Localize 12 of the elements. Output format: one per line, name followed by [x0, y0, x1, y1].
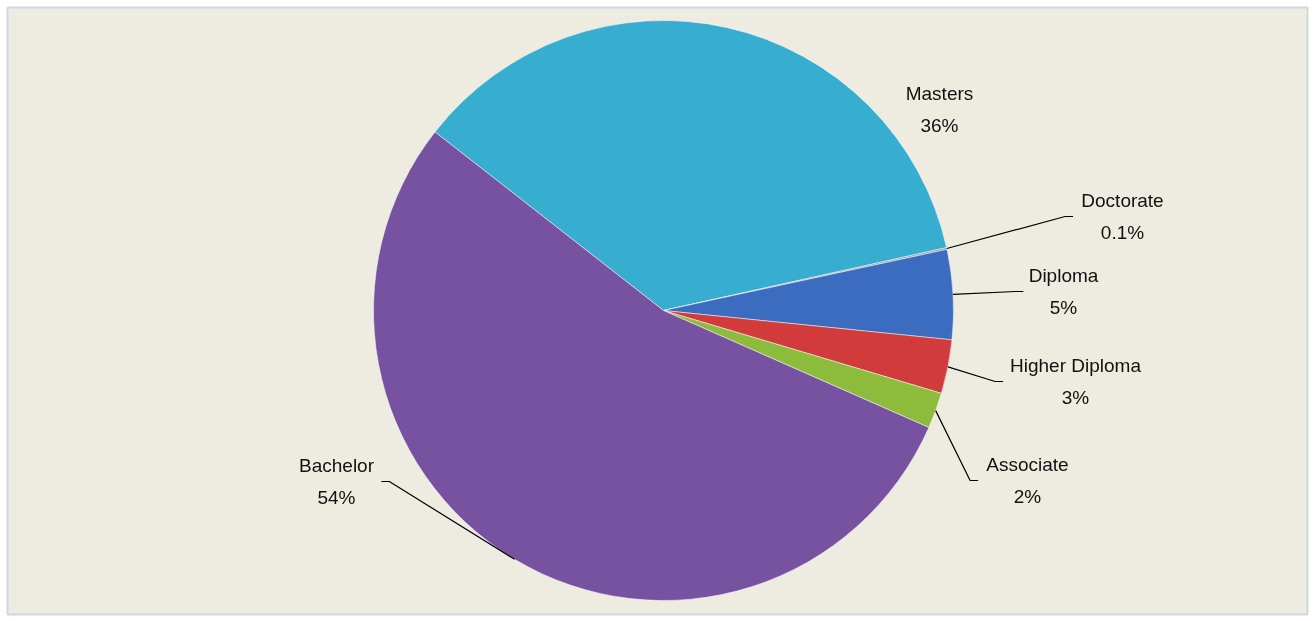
data-label: 36% — [920, 114, 959, 136]
data-label: 54% — [317, 486, 356, 508]
data-label: 2% — [1013, 485, 1042, 507]
slice-label: Higher Diploma — [1010, 355, 1142, 377]
slice-label: Doctorate — [1081, 190, 1164, 212]
data-label: 5% — [1049, 296, 1078, 318]
slice-label: Diploma — [1028, 265, 1099, 287]
slice-label: Bachelor — [299, 455, 375, 477]
slice-label: Associate — [986, 454, 1069, 476]
slice-label: Masters — [905, 83, 974, 105]
data-label: 0.1% — [1100, 221, 1145, 243]
data-label: 3% — [1061, 386, 1090, 408]
